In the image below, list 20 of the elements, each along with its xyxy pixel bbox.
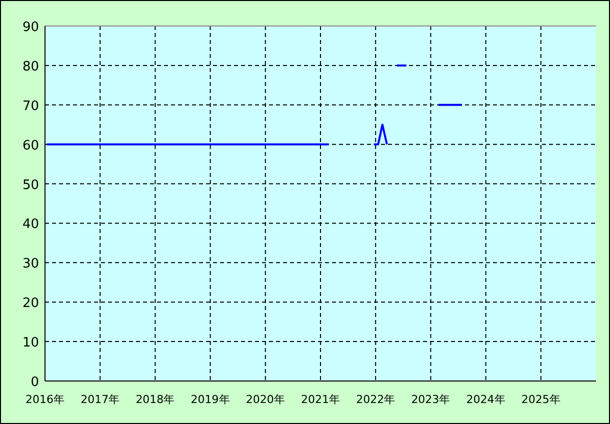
x-tick-label: 2019年 <box>190 393 230 406</box>
y-tick-label: 30 <box>22 256 39 272</box>
x-tick-label: 2020年 <box>246 393 285 406</box>
y-tick-label: 0 <box>30 375 39 390</box>
x-tick-label: 2024年 <box>466 393 506 406</box>
y-tick-label: 50 <box>22 178 39 193</box>
x-tick-label: 2021年 <box>301 393 340 406</box>
y-tick-label: 20 <box>22 296 39 312</box>
y-tick-label: 90 <box>22 20 39 35</box>
x-tick-label: 2022年 <box>356 393 396 406</box>
y-tick-label: 40 <box>22 217 39 232</box>
y-tick-label: 70 <box>22 98 39 114</box>
x-tick-label: 2017年 <box>80 393 120 406</box>
x-tick-label: 2018年 <box>136 393 175 406</box>
y-tick-label: 60 <box>22 138 39 154</box>
x-tick-label: 2023年 <box>411 393 450 406</box>
y-tick-label: 80 <box>22 59 39 74</box>
x-tick-label: 2016年 <box>26 393 64 406</box>
x-tick-label: 2025年 <box>521 393 560 406</box>
y-tick-label: 10 <box>22 336 39 351</box>
